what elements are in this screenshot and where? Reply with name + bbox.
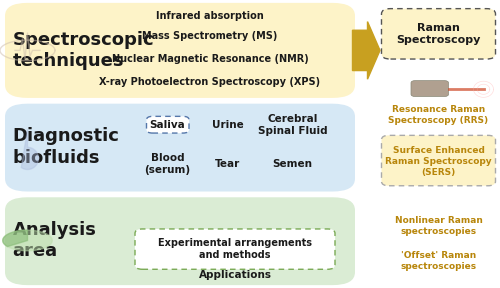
FancyBboxPatch shape: [382, 135, 496, 186]
Text: Cerebral
Spinal Fluid: Cerebral Spinal Fluid: [258, 115, 328, 136]
FancyBboxPatch shape: [135, 229, 335, 269]
FancyBboxPatch shape: [146, 116, 189, 133]
FancyBboxPatch shape: [5, 197, 355, 285]
Text: Blood
(serum): Blood (serum): [144, 153, 190, 175]
Text: Saliva: Saliva: [150, 120, 186, 130]
Text: X-ray Photoelectron Spectroscopy (XPS): X-ray Photoelectron Spectroscopy (XPS): [100, 77, 320, 87]
Text: Infrared absorption: Infrared absorption: [156, 11, 264, 21]
Text: Raman
Spectroscopy: Raman Spectroscopy: [396, 23, 480, 45]
Text: Spectroscopic
techniques: Spectroscopic techniques: [12, 31, 154, 70]
FancyBboxPatch shape: [5, 104, 355, 192]
Polygon shape: [3, 230, 52, 251]
FancyArrow shape: [352, 22, 380, 79]
Polygon shape: [3, 230, 28, 247]
Text: Diagnostic
biofluids: Diagnostic biofluids: [12, 127, 120, 167]
Text: Urine: Urine: [212, 120, 244, 130]
FancyBboxPatch shape: [382, 9, 496, 59]
Text: Experimental arrangements
and methods: Experimental arrangements and methods: [158, 238, 312, 260]
Text: Nonlinear Raman
spectroscopies: Nonlinear Raman spectroscopies: [394, 216, 482, 236]
Polygon shape: [22, 130, 38, 169]
Text: Analysis
area: Analysis area: [12, 221, 96, 260]
Text: Mass Spectrometry (MS): Mass Spectrometry (MS): [142, 31, 278, 41]
Text: Resonance Raman
Spectroscopy (RRS): Resonance Raman Spectroscopy (RRS): [388, 105, 488, 125]
Text: Applications: Applications: [198, 270, 272, 280]
Text: Tear: Tear: [215, 159, 240, 169]
FancyBboxPatch shape: [5, 3, 355, 98]
FancyBboxPatch shape: [411, 81, 449, 96]
Text: 'Offset' Raman
spectroscopies: 'Offset' Raman spectroscopies: [400, 251, 476, 271]
Text: Semen: Semen: [272, 159, 312, 169]
Text: Surface Enhanced
Raman Spectroscopy
(SERS): Surface Enhanced Raman Spectroscopy (SER…: [385, 146, 492, 177]
Text: Nuclear Magnetic Resonance (NMR): Nuclear Magnetic Resonance (NMR): [112, 54, 308, 64]
